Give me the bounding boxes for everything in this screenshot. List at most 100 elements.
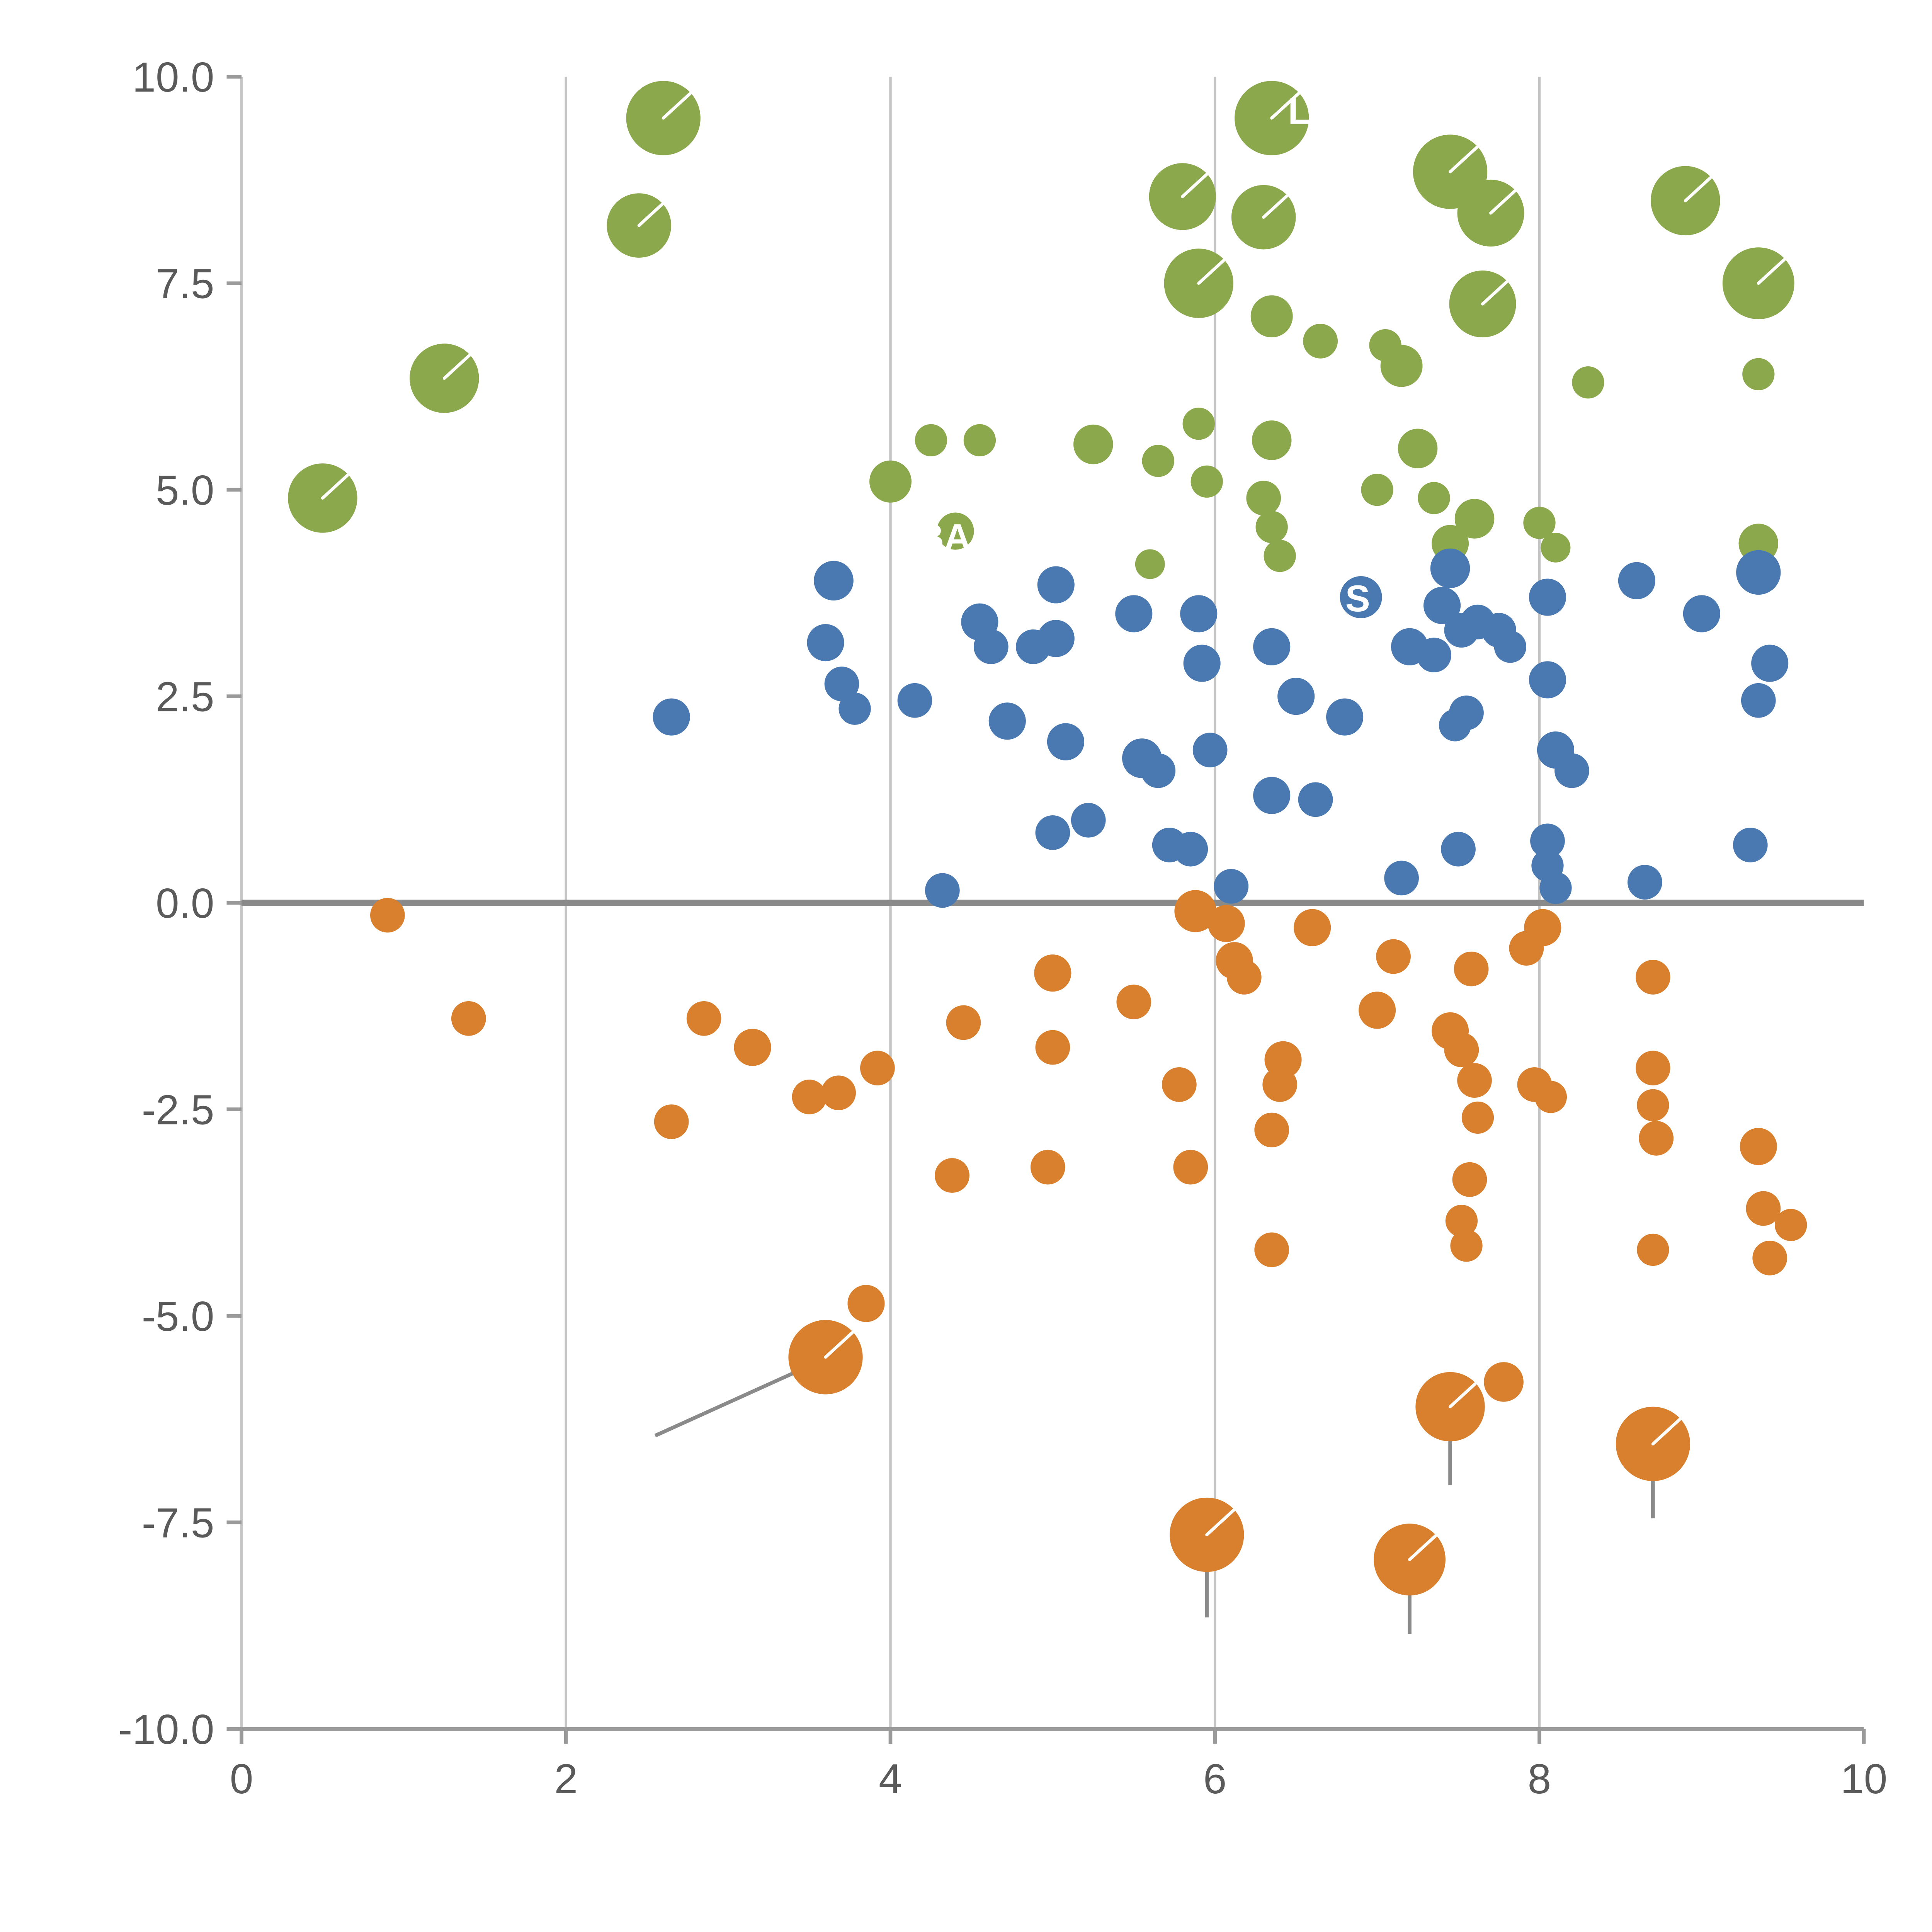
scatter-point-green xyxy=(1361,473,1393,506)
scatter-point-green xyxy=(1135,549,1165,579)
scatter-point-blue xyxy=(1683,595,1720,633)
bubble-slash xyxy=(1270,92,1300,120)
scatter-point-orange xyxy=(1359,992,1396,1029)
scatter-point-blue xyxy=(1183,645,1221,682)
scatter-point-green xyxy=(1142,445,1174,477)
bubble-slash xyxy=(1408,1534,1437,1561)
scatter-point-green xyxy=(1572,366,1604,399)
scatter-point-orange xyxy=(1484,1362,1524,1402)
scatter-point-blue xyxy=(1037,620,1075,657)
scatter-point-blue xyxy=(1253,777,1291,814)
scatter-point-blue xyxy=(1037,566,1075,604)
scatter-point-orange xyxy=(1444,1032,1479,1067)
bubble-slash xyxy=(1651,1418,1682,1446)
scatter-point-blue xyxy=(1736,550,1781,595)
bubble-slash xyxy=(824,1331,854,1359)
scatter-point-blue xyxy=(1277,678,1315,715)
scatter-point-blue xyxy=(1115,595,1153,633)
scatter-point-orange xyxy=(370,898,405,933)
y-tick-label: 0.0 xyxy=(156,880,214,927)
y-tick-label: 5.0 xyxy=(156,467,214,514)
point-label-fragment: S xyxy=(1345,578,1370,619)
scatter-point-orange xyxy=(1450,1230,1483,1262)
scatter-point-orange xyxy=(792,1080,827,1114)
scatter-point-orange xyxy=(1162,1067,1197,1102)
scatter-point-green xyxy=(1255,511,1288,543)
y-tick-label: 2.5 xyxy=(156,673,214,721)
bubble-slash xyxy=(1449,146,1479,173)
scatter-point-blue xyxy=(925,873,960,908)
scatter-point-blue xyxy=(1180,595,1218,633)
y-tick-label: 10.0 xyxy=(132,54,214,101)
scatter-point-green xyxy=(937,512,974,550)
point-label-fragment: L xyxy=(1288,91,1311,132)
scatter-point-blue xyxy=(1192,733,1228,767)
scatter-point-orange xyxy=(1636,1051,1670,1085)
scatter-point-blue xyxy=(1173,832,1208,867)
scatter-point-green xyxy=(1250,295,1293,338)
scatter-point-blue xyxy=(1430,548,1470,588)
scatter-point-blue xyxy=(1214,869,1249,904)
scatter-point-orange xyxy=(1454,951,1489,986)
y-tick-label: 7.5 xyxy=(156,260,214,308)
x-tick-label: 8 xyxy=(1528,1755,1551,1803)
scatter-point-orange xyxy=(1376,939,1411,974)
x-tick-label: 2 xyxy=(554,1755,578,1803)
scatter-point-blue xyxy=(897,683,932,718)
scatter-point-orange xyxy=(1208,905,1245,942)
scatter-point-green xyxy=(1073,424,1113,464)
y-tick-label: -7.5 xyxy=(142,1499,214,1546)
scatter-point-orange xyxy=(1639,1121,1674,1156)
scatter-point-orange xyxy=(1636,960,1670,995)
scatter-point-blue xyxy=(1253,628,1291,665)
scatter-point-blue xyxy=(653,698,690,736)
scatter-point-orange xyxy=(821,1075,856,1111)
scatter-point-green xyxy=(1252,420,1292,460)
scatter-point-blue xyxy=(1298,782,1333,817)
bubble-slash xyxy=(1481,280,1509,306)
scatter-point-green xyxy=(1454,499,1495,539)
scatter-point-orange xyxy=(860,1051,895,1085)
scatter-point-orange xyxy=(1775,1209,1807,1241)
scatter-point-blue xyxy=(1529,578,1566,616)
scatter-point-orange xyxy=(1746,1191,1781,1226)
scatter-point-blue xyxy=(1554,753,1589,788)
scatter-point-orange xyxy=(1752,1240,1787,1276)
x-tick-label: 10 xyxy=(1840,1755,1887,1803)
scatter-point-orange xyxy=(1254,1112,1289,1148)
scatter-point-orange xyxy=(1173,1150,1208,1185)
scatter-point-blue xyxy=(1141,753,1176,788)
scatter-point-blue xyxy=(1417,638,1451,673)
bubble-slash xyxy=(1684,176,1712,202)
scatter-point-green xyxy=(1418,482,1450,514)
scatter-point-blue xyxy=(1733,828,1768,862)
scatter-point-blue xyxy=(1539,872,1572,904)
bubble-slash xyxy=(1205,1509,1235,1536)
scatter-point-green xyxy=(1742,358,1775,390)
y-tick-label: -10.0 xyxy=(118,1706,214,1753)
y-tick-label: -2.5 xyxy=(142,1086,214,1133)
scatter-point-blue xyxy=(1529,661,1566,699)
scatter-point-orange xyxy=(654,1104,689,1139)
scatter-point-orange xyxy=(1030,1150,1065,1185)
scatter-point-green xyxy=(1398,429,1438,469)
bubble-slash xyxy=(1757,258,1786,285)
scatter-point-orange xyxy=(1740,1128,1777,1165)
scatter-point-blue xyxy=(1618,562,1655,599)
scatter-point-blue xyxy=(814,561,854,601)
scatter-point-blue xyxy=(1071,803,1106,838)
scatter-point-orange xyxy=(1254,1232,1289,1267)
bubble-slash xyxy=(637,202,664,227)
bubble-slash xyxy=(1262,194,1289,219)
x-tick-label: 4 xyxy=(879,1755,902,1803)
scatter-point-blue xyxy=(1340,576,1382,619)
scatter-point-blue xyxy=(1741,683,1776,718)
bubble-slash xyxy=(1449,1382,1477,1408)
scatter-point-blue xyxy=(1628,865,1662,900)
scatter-point-orange xyxy=(1262,1067,1298,1102)
scatter-point-blue xyxy=(807,624,844,662)
bubble-slash xyxy=(1181,173,1208,198)
scatter-point-orange xyxy=(734,1029,771,1066)
scatter-point-blue xyxy=(838,692,871,725)
